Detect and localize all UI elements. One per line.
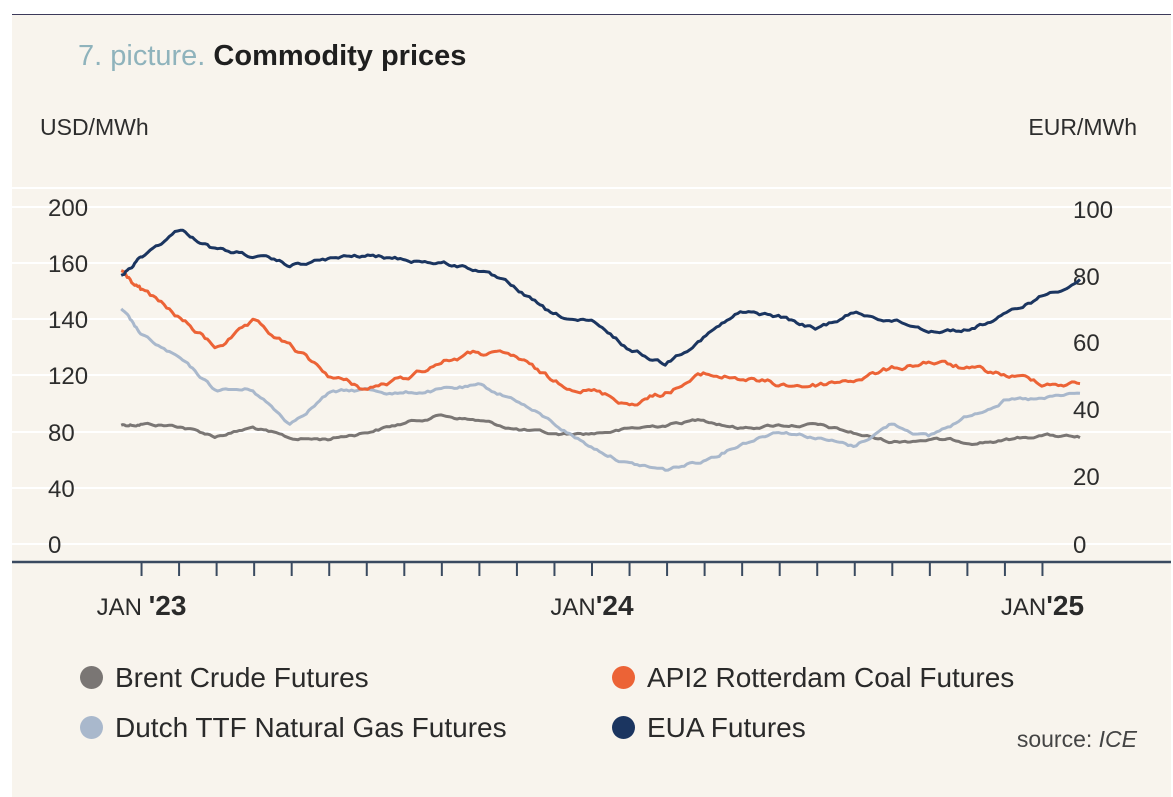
x-tick-label: JAN '23 — [97, 590, 187, 621]
right-tick-label: 60 — [1073, 330, 1100, 357]
left-tick-label: 80 — [48, 420, 75, 447]
chart-panel — [12, 14, 1171, 797]
right-tick-label: 80 — [1073, 264, 1100, 291]
legend-label: EUA Futures — [647, 712, 806, 743]
series-line-brent — [120, 413, 1081, 446]
left-tick-label: 140 — [48, 307, 88, 334]
right-tick-label: 20 — [1073, 464, 1100, 491]
legend-item-ttf: Dutch TTF Natural Gas Futures — [80, 712, 507, 744]
legend-dot-icon — [80, 666, 103, 689]
series-line-ttf — [120, 307, 1081, 472]
left-tick-label: 120 — [48, 363, 88, 390]
legend-dot-icon — [612, 716, 635, 739]
legend-dot-icon — [612, 666, 635, 689]
figure-title: Commodity prices — [213, 40, 467, 72]
series-line-coal — [120, 269, 1081, 407]
chart-title: 7. picture. Commodity prices — [78, 40, 466, 73]
x-tick-label: JAN'25 — [1001, 590, 1084, 621]
legend-label: Dutch TTF Natural Gas Futures — [115, 712, 507, 743]
right-tick-label: 0 — [1073, 532, 1086, 559]
line-chart: 0 40 80 120 140 160 200 0 20 40 60 80 100 JAN '23 JAN'… — [12, 187, 1171, 621]
left-tick-label: 200 — [48, 195, 88, 222]
right-axis-unit: EUR/MWh — [1028, 114, 1137, 140]
source-note: source: ICE — [1017, 726, 1137, 753]
figure-number: 7. picture. — [78, 40, 206, 72]
source-name: ICE — [1098, 726, 1137, 752]
left-tick-label: 40 — [48, 476, 75, 503]
source-label: source: — [1016, 726, 1093, 752]
left-tick-label: 160 — [48, 251, 88, 278]
right-tick-label: 100 — [1073, 197, 1113, 224]
left-tick-label: 0 — [48, 532, 61, 559]
left-axis-unit: USD/MWh — [40, 114, 149, 140]
legend-item-brent: Brent Crude Futures — [80, 662, 369, 694]
legend-item-eua: EUA Futures — [612, 712, 806, 744]
legend-item-coal: API2 Rotterdam Coal Futures — [612, 662, 1014, 694]
legend-dot-icon — [80, 716, 103, 739]
x-tick-label: JAN'24 — [550, 590, 634, 621]
series-line-eua — [120, 228, 1082, 367]
right-tick-label: 40 — [1073, 397, 1100, 424]
legend-label: API2 Rotterdam Coal Futures — [647, 662, 1015, 693]
legend-label: Brent Crude Futures — [115, 662, 369, 693]
